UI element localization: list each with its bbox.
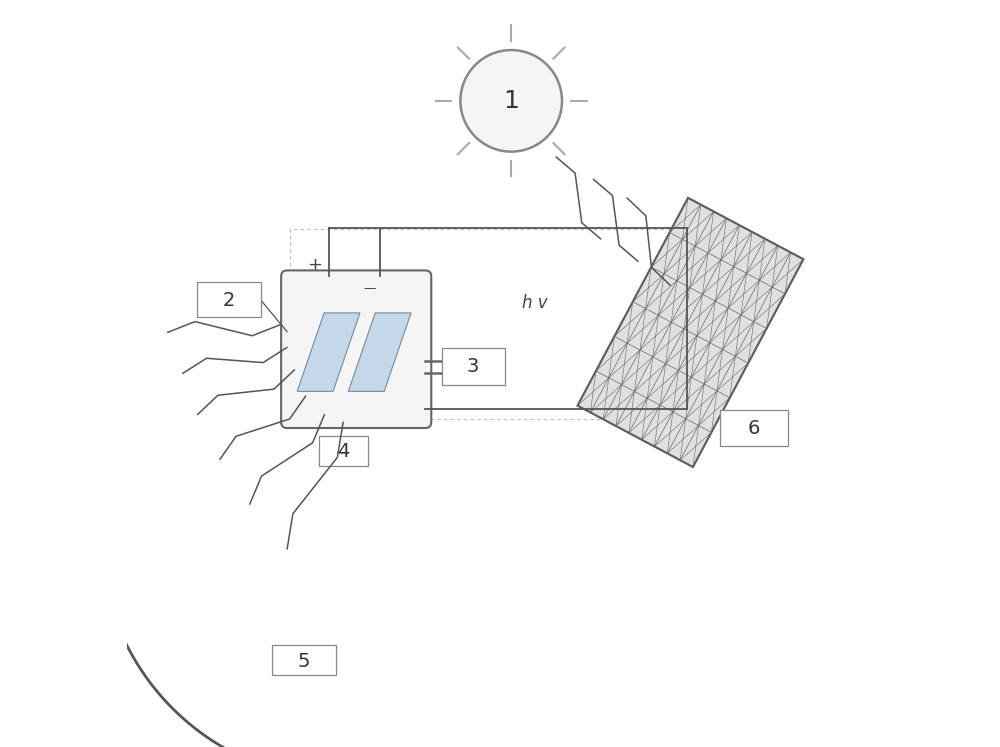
Bar	[720, 410, 788, 446]
Circle shape	[460, 50, 562, 152]
Polygon shape	[297, 313, 360, 391]
Polygon shape	[578, 198, 803, 467]
Text: 5: 5	[297, 651, 310, 671]
Bar	[290, 229, 685, 419]
Text: 2: 2	[223, 291, 235, 310]
FancyBboxPatch shape	[281, 270, 431, 428]
Text: 3: 3	[467, 357, 479, 376]
Bar	[272, 645, 336, 675]
Text: +: +	[307, 256, 322, 274]
Text: 1: 1	[503, 89, 519, 113]
Bar	[319, 436, 368, 466]
Text: —: —	[364, 282, 376, 295]
Bar	[197, 282, 261, 317]
Text: 4: 4	[337, 442, 349, 462]
Bar	[442, 348, 505, 385]
Text: h v: h v	[522, 294, 548, 311]
Text: 6: 6	[748, 419, 760, 438]
Polygon shape	[348, 313, 411, 391]
